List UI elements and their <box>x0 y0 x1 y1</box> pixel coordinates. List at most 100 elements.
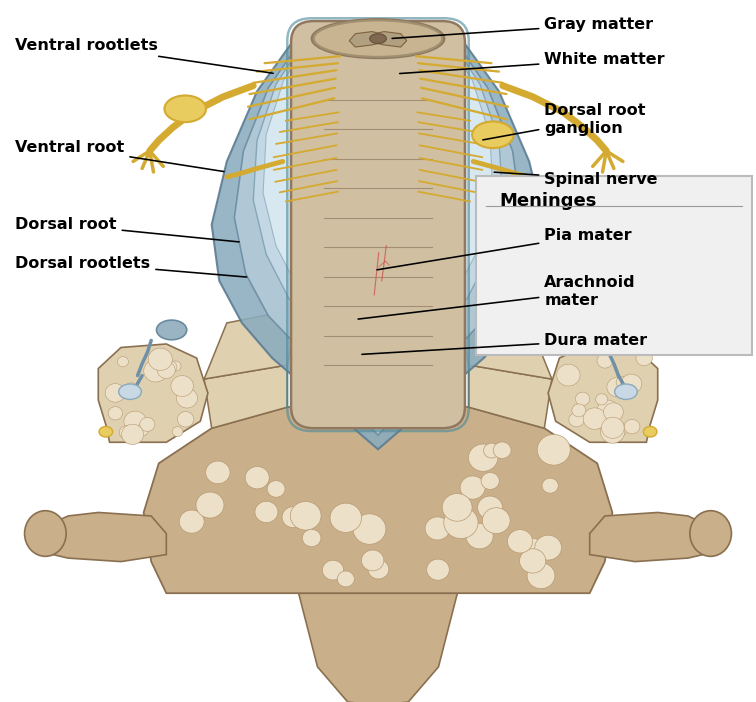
Ellipse shape <box>312 20 445 58</box>
Circle shape <box>444 507 478 538</box>
Circle shape <box>164 361 177 373</box>
Circle shape <box>493 442 511 458</box>
Circle shape <box>322 560 344 580</box>
Circle shape <box>105 383 125 402</box>
Polygon shape <box>144 400 612 593</box>
Circle shape <box>569 413 584 427</box>
Ellipse shape <box>689 511 731 556</box>
Circle shape <box>572 404 586 417</box>
Polygon shape <box>349 32 407 47</box>
Circle shape <box>478 496 503 519</box>
Ellipse shape <box>615 384 637 399</box>
Text: Arachnoid
mater: Arachnoid mater <box>358 275 636 319</box>
Circle shape <box>616 376 629 388</box>
Circle shape <box>597 400 618 419</box>
Text: Dorsal root: Dorsal root <box>15 217 239 242</box>
Circle shape <box>124 411 147 432</box>
Circle shape <box>125 383 138 395</box>
Polygon shape <box>212 39 544 449</box>
Circle shape <box>621 374 642 394</box>
Ellipse shape <box>119 384 141 399</box>
Circle shape <box>534 535 562 560</box>
Circle shape <box>122 424 144 444</box>
FancyBboxPatch shape <box>291 21 465 428</box>
Circle shape <box>119 425 134 439</box>
Circle shape <box>245 467 269 489</box>
Circle shape <box>519 549 546 573</box>
Circle shape <box>612 423 627 437</box>
Text: Dura mater: Dura mater <box>362 333 647 355</box>
Circle shape <box>176 388 197 408</box>
Text: Dorsal root
ganglion: Dorsal root ganglion <box>483 103 646 140</box>
Polygon shape <box>469 365 552 428</box>
Text: Ventral rootlets: Ventral rootlets <box>15 38 273 73</box>
Circle shape <box>624 419 640 434</box>
Circle shape <box>556 364 580 386</box>
Ellipse shape <box>569 320 600 340</box>
Text: Ventral root: Ventral root <box>15 140 224 171</box>
Circle shape <box>602 417 624 438</box>
Circle shape <box>148 348 172 371</box>
Circle shape <box>460 476 485 499</box>
Circle shape <box>206 461 230 484</box>
Circle shape <box>507 529 532 553</box>
Polygon shape <box>457 309 552 379</box>
Text: Spinal nerve: Spinal nerve <box>494 171 658 187</box>
Circle shape <box>484 443 500 458</box>
Circle shape <box>520 538 545 562</box>
Polygon shape <box>234 39 522 435</box>
Circle shape <box>636 350 652 366</box>
Ellipse shape <box>156 320 187 340</box>
Circle shape <box>144 360 168 382</box>
Circle shape <box>353 514 386 544</box>
FancyBboxPatch shape <box>476 176 752 355</box>
Circle shape <box>482 508 510 534</box>
Polygon shape <box>590 512 726 562</box>
Circle shape <box>442 494 472 521</box>
Circle shape <box>171 376 194 397</box>
Circle shape <box>108 406 122 420</box>
Circle shape <box>330 503 361 532</box>
Text: Gray matter: Gray matter <box>392 17 653 39</box>
Circle shape <box>179 510 204 534</box>
Circle shape <box>466 524 493 549</box>
Circle shape <box>469 444 498 471</box>
Text: Pia mater: Pia mater <box>377 227 632 270</box>
Polygon shape <box>253 39 503 421</box>
Circle shape <box>361 550 384 571</box>
Polygon shape <box>299 593 457 702</box>
Circle shape <box>607 378 627 397</box>
Circle shape <box>600 421 624 443</box>
Circle shape <box>426 559 449 580</box>
Ellipse shape <box>643 427 657 437</box>
Circle shape <box>267 481 285 497</box>
Circle shape <box>589 412 607 429</box>
Circle shape <box>170 361 181 371</box>
Text: Meninges: Meninges <box>499 192 596 210</box>
Ellipse shape <box>99 427 113 437</box>
Polygon shape <box>98 344 208 442</box>
Circle shape <box>583 408 606 430</box>
Circle shape <box>603 403 623 421</box>
Ellipse shape <box>370 34 386 44</box>
Circle shape <box>425 517 450 540</box>
Polygon shape <box>204 365 287 428</box>
Circle shape <box>196 492 224 518</box>
Circle shape <box>117 357 129 367</box>
Circle shape <box>140 418 155 432</box>
Ellipse shape <box>165 95 206 122</box>
Polygon shape <box>548 344 658 442</box>
Ellipse shape <box>24 511 67 556</box>
Circle shape <box>538 435 570 465</box>
Circle shape <box>177 411 194 427</box>
Circle shape <box>596 394 608 405</box>
Circle shape <box>172 427 183 437</box>
Circle shape <box>368 559 389 579</box>
Polygon shape <box>30 512 166 562</box>
Circle shape <box>157 362 175 378</box>
Circle shape <box>337 571 355 587</box>
Circle shape <box>597 353 613 368</box>
Circle shape <box>136 424 148 436</box>
Circle shape <box>527 563 555 589</box>
Text: Dorsal rootlets: Dorsal rootlets <box>15 256 246 277</box>
